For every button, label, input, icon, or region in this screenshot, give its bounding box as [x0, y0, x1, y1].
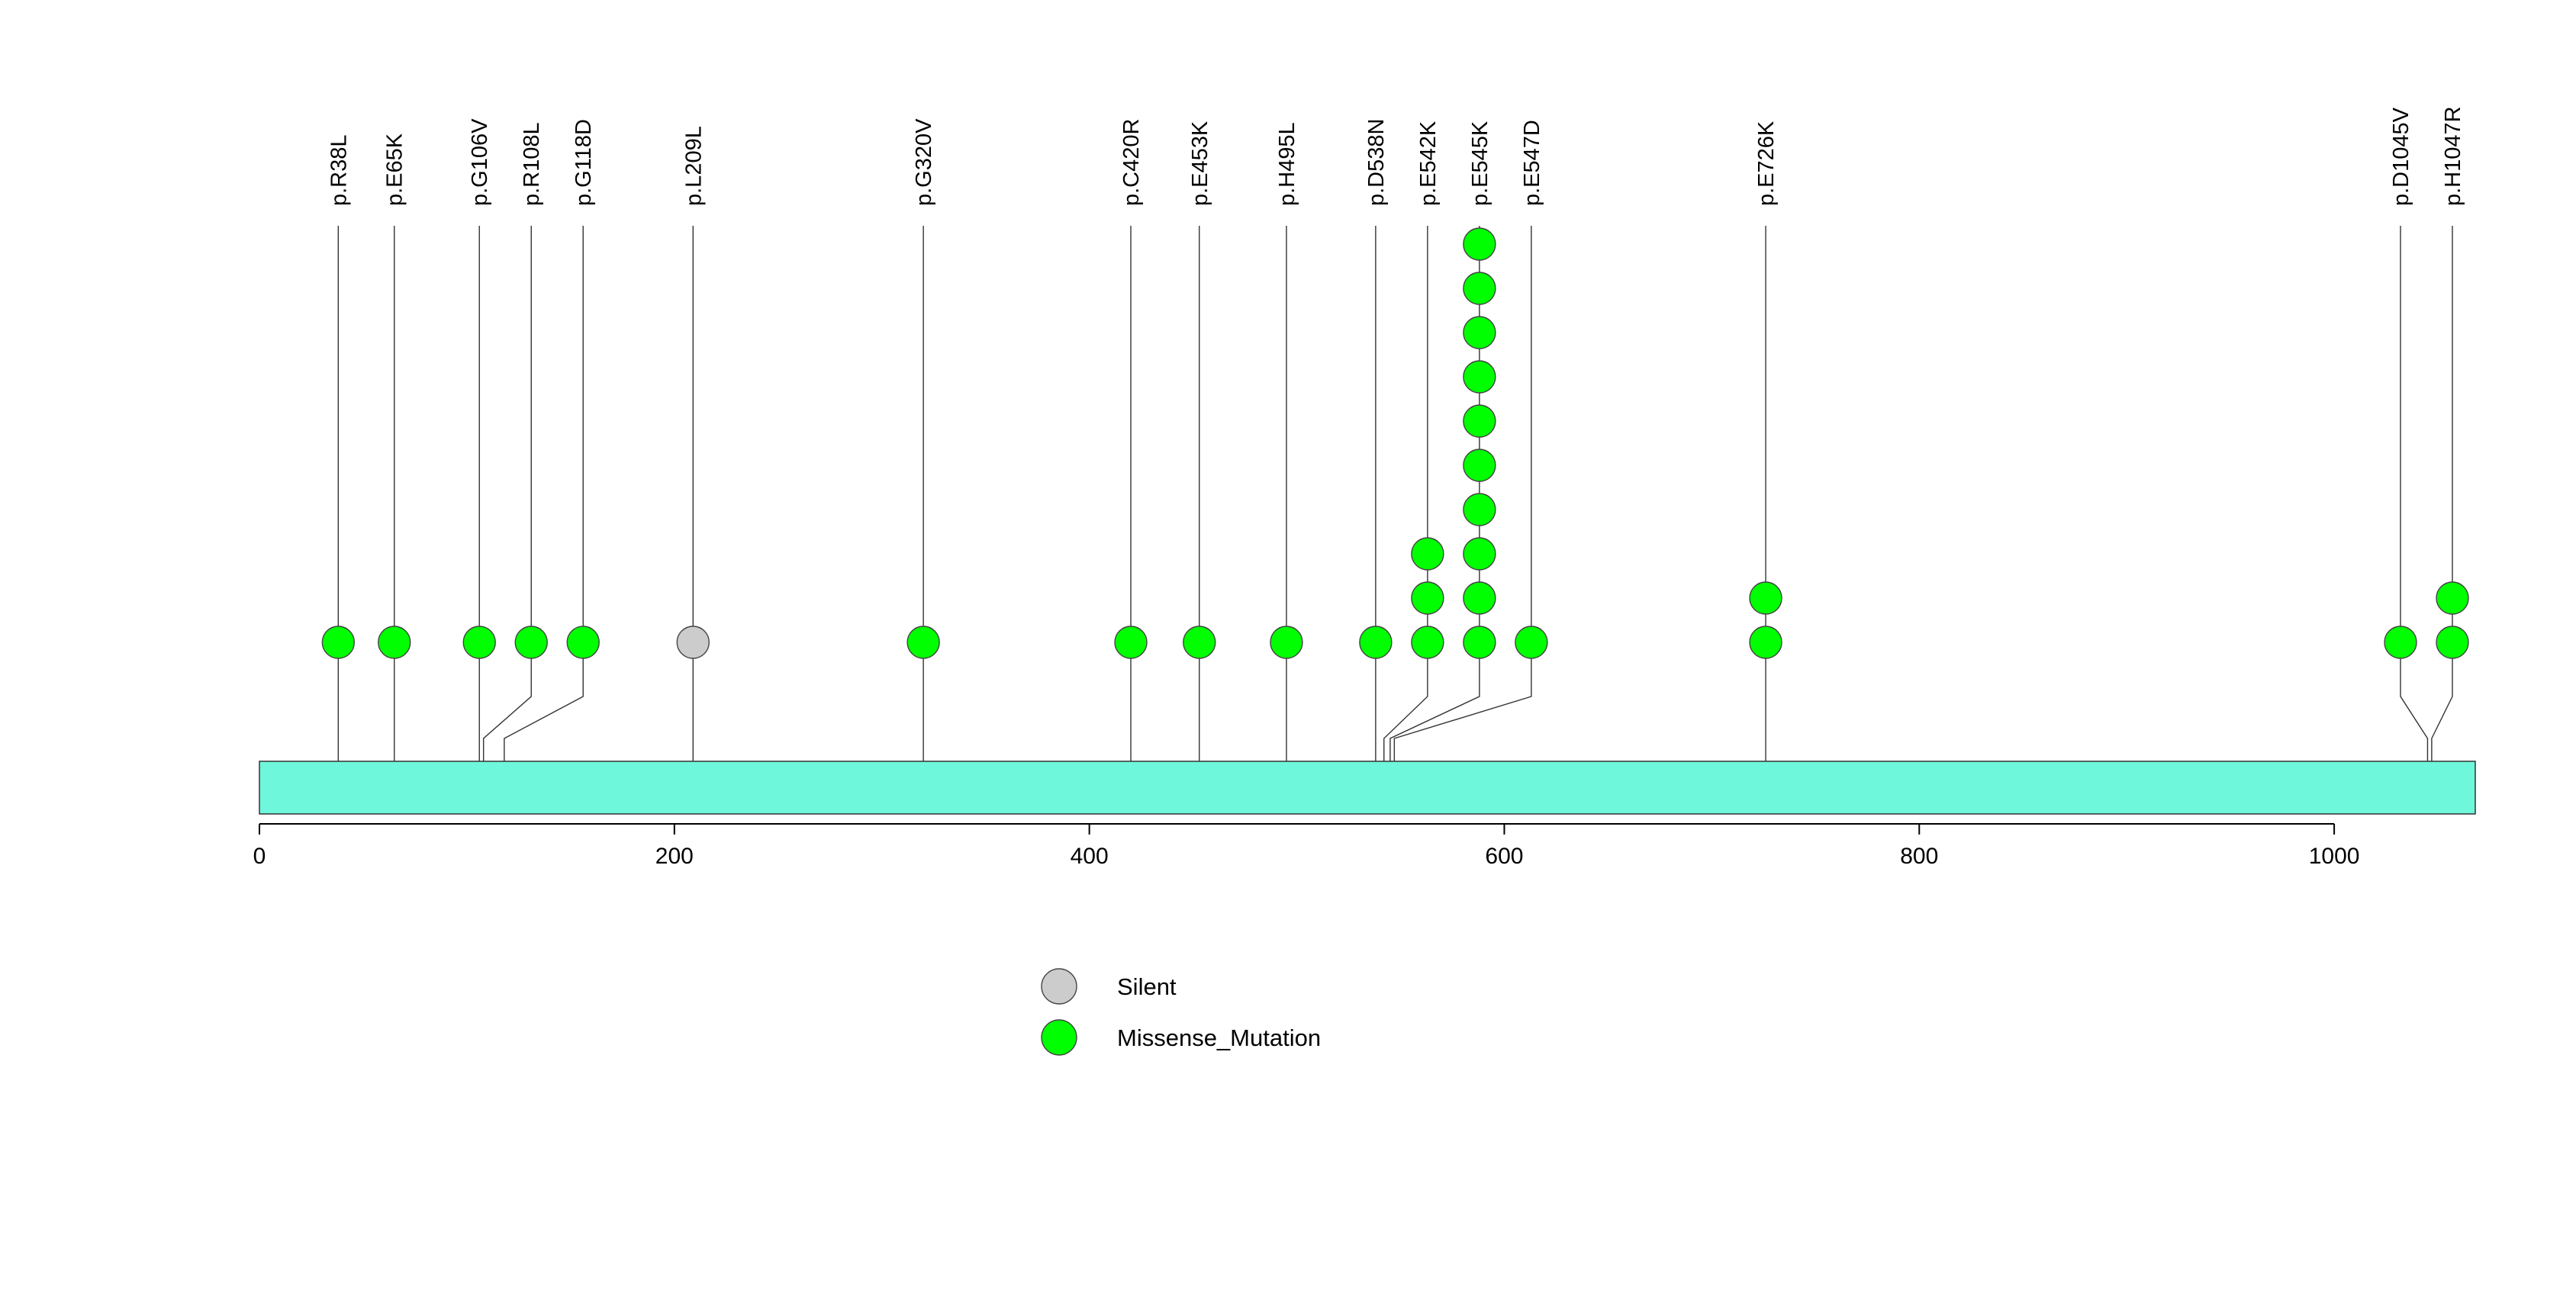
- x-tick-label: 600: [1485, 844, 1523, 869]
- mutation-marker: [566, 626, 600, 659]
- mutation-marker: [462, 626, 496, 659]
- mutation-label: p.C420R: [1119, 119, 1144, 206]
- mutation-connector: [1383, 226, 1428, 814]
- mutation-label: p.L209L: [681, 126, 706, 206]
- x-tick-label: 200: [655, 844, 694, 869]
- x-axis: 0 200 400 600 800 1000: [253, 823, 2360, 869]
- mutation-label: p.E545K: [1468, 121, 1492, 206]
- mutation-marker: [1463, 449, 1496, 482]
- mutation-connector: [1393, 226, 1532, 814]
- legend-label: Silent: [1117, 973, 1177, 1000]
- mutation-connector: [2400, 226, 2429, 814]
- mutation-marker: [1463, 493, 1496, 526]
- mutation-label: p.E547D: [1520, 120, 1544, 206]
- mutation-marker: [321, 626, 356, 659]
- mutation-label: p.R38L: [327, 134, 351, 206]
- mutation-label: p.D1045V: [2389, 107, 2413, 206]
- mutation-marker: [1114, 626, 1148, 659]
- mutation-marker: [1463, 316, 1496, 349]
- mutation-label: p.G106V: [468, 118, 492, 206]
- mutation-marker: [1463, 626, 1496, 659]
- mutation-label: p.H495L: [1275, 122, 1299, 206]
- mutation-marker: [378, 626, 411, 659]
- legend: Silent Missense_Mutation: [1041, 968, 1321, 1056]
- mutation-connector: [504, 226, 584, 814]
- legend-label: Missense_Mutation: [1117, 1024, 1321, 1051]
- x-tick-label: 0: [253, 844, 266, 869]
- mutation-marker: [1411, 626, 1444, 659]
- mutation-label: p.D538N: [1364, 119, 1389, 206]
- connector-lines-group: [337, 226, 2453, 814]
- mutation-connector: [2431, 226, 2453, 814]
- mutation-marker: [1463, 581, 1496, 615]
- mutation-marker: [1411, 537, 1444, 571]
- mutation-marker: [1749, 626, 1782, 659]
- mutation-marker: [1463, 227, 1496, 261]
- x-tick-label: 800: [1900, 844, 1938, 869]
- mutation-marker: [2436, 626, 2469, 659]
- legend-marker: [1041, 1019, 1077, 1056]
- legend-marker: [1041, 968, 1077, 1005]
- mutation-label: p.G118D: [572, 119, 596, 206]
- mutation-connector: [482, 226, 532, 814]
- mutation-marker: [1359, 626, 1393, 659]
- x-tick-label: 400: [1071, 844, 1109, 869]
- mutation-marker: [676, 626, 710, 659]
- mutation-marker: [1463, 404, 1496, 438]
- mutation-label: p.H1047R: [2441, 106, 2465, 206]
- mutation-label: p.E542K: [1416, 121, 1441, 206]
- mutation-label: p.E726K: [1754, 121, 1779, 206]
- mutation-marker: [1463, 360, 1496, 394]
- mutation-marker: [514, 626, 548, 659]
- mutation-markers-group: [321, 227, 2469, 659]
- mutation-marker: [1515, 626, 1548, 659]
- mutation-label: p.G320V: [912, 118, 936, 206]
- mutation-marker: [1749, 581, 1782, 615]
- mutation-marker: [1463, 272, 1496, 305]
- mutation-marker: [1270, 626, 1303, 659]
- mutation-marker: [2384, 626, 2417, 659]
- mutation-marker: [2436, 581, 2469, 615]
- mutation-marker: [1463, 537, 1496, 571]
- protein-bar: [259, 761, 2476, 815]
- mutation-labels-group: p.R38L p.E65K p.G106V p.R108L p.G118D p.L209L…: [327, 106, 2465, 206]
- mutation-marker: [1411, 581, 1444, 615]
- mutation-marker: [906, 626, 940, 659]
- x-tick-label: 1000: [2309, 844, 2360, 869]
- mutation-marker: [1183, 626, 1216, 659]
- mutation-label: p.E453K: [1188, 121, 1212, 206]
- mutation-label: p.R108L: [520, 122, 544, 206]
- mutation-label: p.E65K: [383, 133, 407, 206]
